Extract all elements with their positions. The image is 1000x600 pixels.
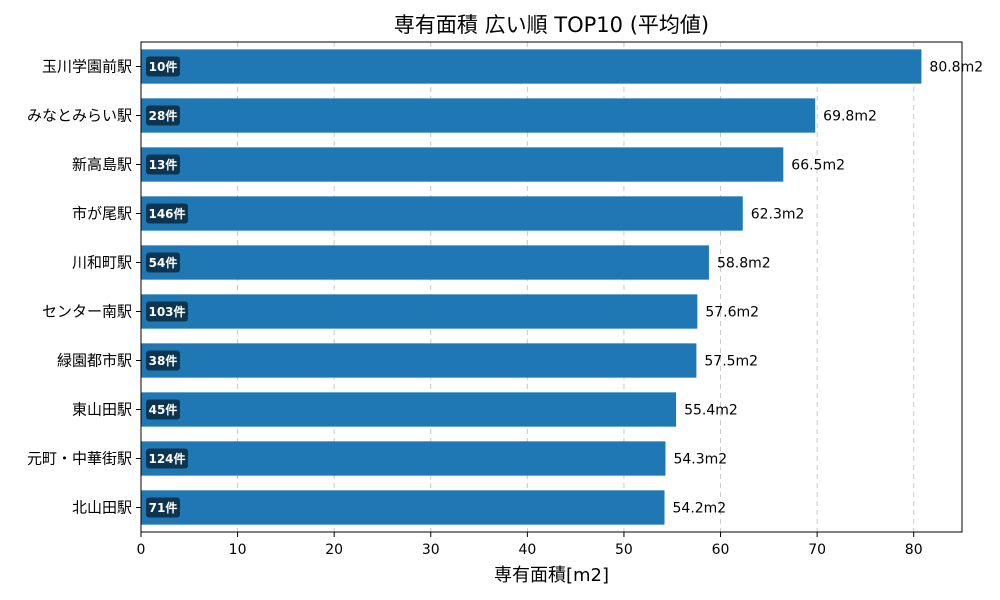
bar (141, 392, 677, 427)
count-label: 10件 (149, 59, 178, 74)
value-label: 57.5m2 (704, 354, 758, 370)
category-label: 元町・中華街駅 (27, 450, 132, 468)
category-label: 市が尾駅 (72, 205, 132, 223)
count-badge (146, 203, 188, 224)
value-label: 62.3m2 (751, 207, 805, 223)
bar (141, 245, 709, 280)
count-label: 28件 (149, 108, 178, 123)
count-badge (146, 497, 180, 518)
category-label: 玉川学園前駅 (42, 58, 132, 76)
x-tick-label: 10 (229, 542, 247, 558)
count-badge (146, 56, 180, 77)
category-label: 北山田駅 (72, 499, 132, 517)
count-label: 146件 (148, 206, 185, 221)
value-label: 66.5m2 (791, 158, 845, 174)
category-label: 緑園都市駅 (57, 352, 132, 370)
x-tick-label: 70 (808, 542, 826, 558)
x-tick-label: 80 (905, 542, 923, 558)
bar (141, 441, 666, 476)
x-tick-label: 20 (325, 542, 343, 558)
x-tick-label: 60 (712, 542, 730, 558)
x-tick-label: 0 (137, 542, 146, 558)
category-label: センター南駅 (42, 303, 132, 321)
x-tick-label: 50 (615, 542, 633, 558)
count-label: 54件 (149, 255, 178, 270)
count-badge (146, 399, 180, 420)
bar (141, 490, 665, 525)
count-badge (146, 252, 180, 273)
value-label: 80.8m2 (929, 60, 983, 76)
bar (141, 294, 698, 329)
count-badge (146, 448, 188, 469)
bars: 80.8m2 10件 69.8m2 28件 66.5m2 13件 62.3m2 146件 58.… (141, 49, 983, 525)
bar (141, 147, 784, 182)
plot-frame (140, 41, 963, 533)
count-label: 103件 (148, 304, 185, 319)
bar (141, 49, 922, 84)
category-label: 新高島駅 (72, 156, 132, 174)
count-badge (146, 105, 180, 126)
axis-ticks: 0 10 20 30 40 50 60 70 80 玉川学園前駅みなとみらい駅新高島駅市が尾駅川和… (27, 58, 923, 559)
category-label: みなとみらい駅 (27, 107, 132, 125)
count-label: 124件 (148, 451, 185, 466)
count-badge (146, 301, 188, 322)
x-tick-label: 40 (518, 542, 536, 558)
category-label: 東山田駅 (72, 401, 132, 419)
count-badge (146, 350, 180, 371)
value-label: 58.8m2 (717, 256, 771, 272)
chart-title: 専有面積 広い順 TOP10 (平均値) (394, 13, 709, 37)
value-label: 57.6m2 (705, 305, 759, 321)
count-badge (146, 154, 180, 175)
value-label: 54.3m2 (673, 452, 727, 468)
x-axis-label: 専有面積[m2] (494, 565, 609, 586)
value-label: 69.8m2 (823, 109, 877, 125)
count-label: 38件 (149, 353, 178, 368)
bar (141, 98, 816, 133)
count-label: 13件 (149, 157, 178, 172)
value-label: 54.2m2 (673, 501, 727, 517)
bar (141, 343, 697, 378)
x-tick-label: 30 (422, 542, 440, 558)
count-label: 71件 (149, 500, 178, 515)
category-label: 川和町駅 (72, 254, 132, 272)
count-label: 45件 (149, 402, 178, 417)
value-label: 55.4m2 (684, 403, 738, 419)
bar (141, 196, 743, 231)
